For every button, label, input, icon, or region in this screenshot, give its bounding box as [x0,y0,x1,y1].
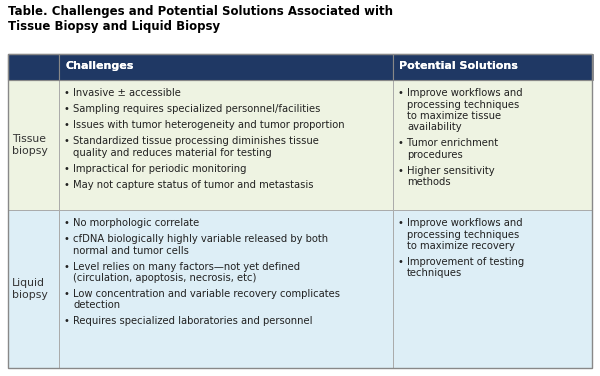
Text: Potential Solutions: Potential Solutions [399,61,518,71]
Text: • Low concentration and variable recovery complicates: • Low concentration and variable recover… [64,289,340,299]
Text: • Level relies on many factors—not yet defined: • Level relies on many factors—not yet d… [64,261,300,271]
Text: • Standardized tissue processing diminishes tissue: • Standardized tissue processing diminis… [64,136,319,146]
Text: procedures: procedures [407,150,463,160]
Bar [393,54,592,210]
Bar [393,54,592,80]
Text: Tissue Biopsy and Liquid Biopsy: Tissue Biopsy and Liquid Biopsy [8,20,220,33]
Text: Liquid
biopsy: Liquid biopsy [12,278,48,300]
Text: • May not capture status of tumor and metastasis: • May not capture status of tumor and me… [64,179,314,190]
Text: • Issues with tumor heterogeneity and tumor proportion: • Issues with tumor heterogeneity and tu… [64,120,344,130]
Bar [592,54,593,80]
Bar [59,54,393,80]
Text: to maximize tissue: to maximize tissue [407,111,501,121]
Text: • Improve workflows and: • Improve workflows and [398,88,523,98]
Text: methods: methods [407,177,451,188]
Bar [8,210,59,368]
Text: • Higher sensitivity: • Higher sensitivity [398,166,494,176]
Text: Challenges: Challenges [65,61,133,71]
Text: • Sampling requires specialized personnel/facilities: • Sampling requires specialized personne… [64,104,320,114]
Text: • Improve workflows and: • Improve workflows and [398,218,523,228]
Text: processing techniques: processing techniques [407,229,519,240]
Text: quality and reduces material for testing: quality and reduces material for testing [73,147,272,158]
Text: • Improvement of testing: • Improvement of testing [398,257,524,267]
Text: • Tumor enrichment: • Tumor enrichment [398,138,498,149]
Text: (circulation, apoptosis, necrosis, etc): (circulation, apoptosis, necrosis, etc) [73,273,256,283]
Bar [8,54,592,80]
Text: techniques: techniques [407,268,462,279]
Text: • Invasive ± accessible: • Invasive ± accessible [64,88,181,98]
Text: availability: availability [407,123,461,132]
Text: Table. Challenges and Potential Solutions Associated with: Table. Challenges and Potential Solution… [8,5,393,18]
Bar [8,54,592,368]
Text: Potential Solutions: Potential Solutions [399,61,518,71]
Bar [392,54,394,80]
Bar [8,210,592,368]
Text: Challenges: Challenges [65,61,133,71]
Bar [393,54,592,80]
Text: normal and tumor cells: normal and tumor cells [73,246,189,256]
Text: detection: detection [73,300,120,311]
Bar [8,54,59,80]
Bar [8,54,59,210]
Text: • cfDNA biologically highly variable released by both: • cfDNA biologically highly variable rel… [64,234,328,244]
Bar [59,54,393,80]
Text: • Impractical for periodic monitoring: • Impractical for periodic monitoring [64,164,247,173]
Bar [59,54,393,210]
Bar [8,54,59,80]
Text: to maximize recovery: to maximize recovery [407,241,515,251]
Bar [59,210,393,368]
Text: Tissue
biopsy: Tissue biopsy [12,134,48,156]
Bar [7,54,8,80]
Text: • No morphologic correlate: • No morphologic correlate [64,218,199,228]
Bar [8,54,592,210]
Text: processing techniques: processing techniques [407,100,519,109]
Bar [393,210,592,368]
Text: • Requires specialized laboratories and personnel: • Requires specialized laboratories and … [64,317,313,326]
